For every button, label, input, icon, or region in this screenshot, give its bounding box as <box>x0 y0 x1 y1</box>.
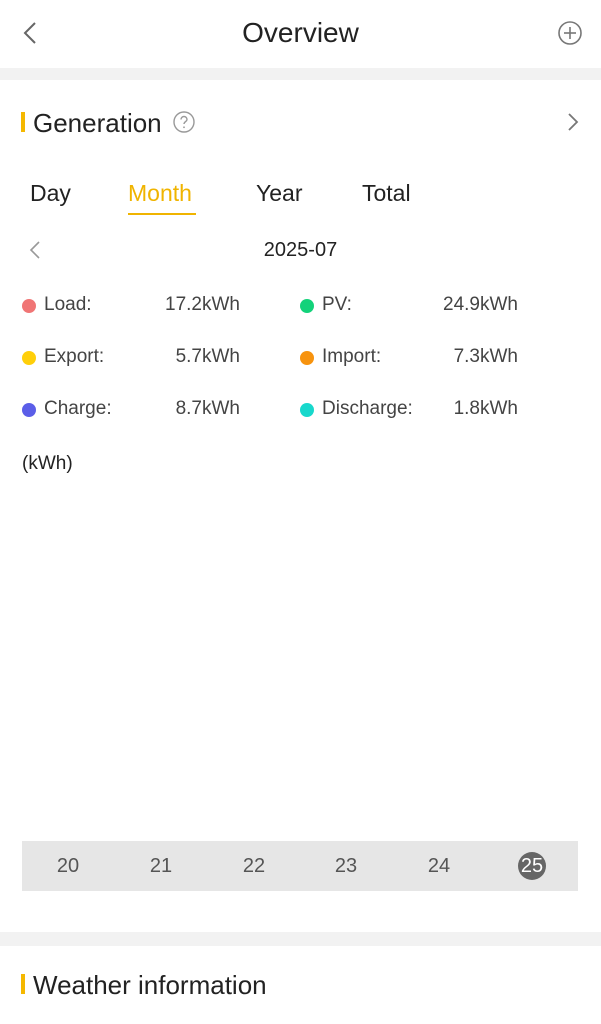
tab-day[interactable]: Day <box>30 180 71 206</box>
legend-value: 1.8kWh <box>453 398 518 419</box>
legend-name: Load: <box>44 294 92 315</box>
question-icon <box>173 111 195 133</box>
top-bar: Overview <box>0 0 601 68</box>
day-item-24[interactable]: 24 <box>411 841 467 891</box>
tab-total[interactable]: Total <box>362 180 411 206</box>
day-selector-strip: 20 21 22 23 24 25 <box>22 841 578 891</box>
legend-value: 8.7kWh <box>175 398 240 419</box>
section-accent-bar <box>21 974 25 994</box>
day-label: 25 <box>520 855 544 877</box>
legend-pv: PV: 24.9kWh <box>300 293 518 319</box>
chevron-right-icon <box>568 113 579 131</box>
legend-name: PV: <box>322 294 352 315</box>
legend-value: 17.2kWh <box>165 294 240 315</box>
day-item-25[interactable]: 25 <box>504 841 560 891</box>
day-label: 20 <box>56 855 80 877</box>
legend-export: Export: 5.7kWh <box>22 345 240 371</box>
legend-charge: Charge: 8.7kWh <box>22 397 240 423</box>
selected-day-indicator <box>518 852 546 880</box>
legend-name: Export: <box>44 346 105 367</box>
period-label: 2025-07 <box>263 239 338 261</box>
tab-month[interactable]: Month <box>128 180 192 206</box>
legend-discharge: Discharge: 1.8kWh <box>300 397 518 423</box>
day-label: 22 <box>242 855 266 877</box>
chevron-left-icon <box>29 241 40 259</box>
legend-name: Discharge: <box>322 398 413 419</box>
page-title: Overview <box>242 17 359 48</box>
help-button[interactable] <box>172 110 196 134</box>
legend-value: 7.3kWh <box>453 346 518 367</box>
generation-detail-button[interactable] <box>563 110 583 134</box>
generation-card: Generation Day Month Year Total 2025-07 … <box>0 80 601 932</box>
section-accent-bar <box>21 112 25 132</box>
add-button[interactable] <box>557 20 583 46</box>
legend-import: Import: 7.3kWh <box>300 345 518 371</box>
day-label: 23 <box>334 855 358 877</box>
day-item-22[interactable]: 22 <box>226 841 282 891</box>
previous-period-button[interactable] <box>26 238 44 262</box>
legend-load: Load: 17.2kWh <box>22 293 240 319</box>
day-item-23[interactable]: 23 <box>318 841 374 891</box>
legend-dot <box>22 299 36 313</box>
legend-value: 5.7kWh <box>175 346 240 367</box>
chart-unit-label: (kWh) <box>22 453 73 474</box>
weather-title: Weather information <box>33 970 267 1000</box>
day-label: 21 <box>149 855 173 877</box>
day-label: 24 <box>427 855 451 877</box>
day-item-21[interactable]: 21 <box>133 841 189 891</box>
chevron-left-icon <box>23 22 36 44</box>
legend-name: Import: <box>322 346 382 367</box>
legend-value: 24.9kWh <box>443 294 518 315</box>
weather-card: Weather information <box>0 946 601 1024</box>
back-button[interactable] <box>16 18 46 48</box>
day-item-20[interactable]: 20 <box>40 841 96 891</box>
legend-dot <box>300 299 314 313</box>
tab-year[interactable]: Year <box>256 180 303 206</box>
legend-dot <box>22 403 36 417</box>
legend-dot <box>22 351 36 365</box>
legend-name: Charge: <box>44 398 112 419</box>
legend-dot <box>300 403 314 417</box>
generation-title: Generation <box>33 108 162 138</box>
active-tab-indicator <box>128 213 196 215</box>
plus-circle-icon <box>558 21 582 45</box>
generation-bar-chart: 08152331382122232425 <box>0 500 601 820</box>
legend-dot <box>300 351 314 365</box>
